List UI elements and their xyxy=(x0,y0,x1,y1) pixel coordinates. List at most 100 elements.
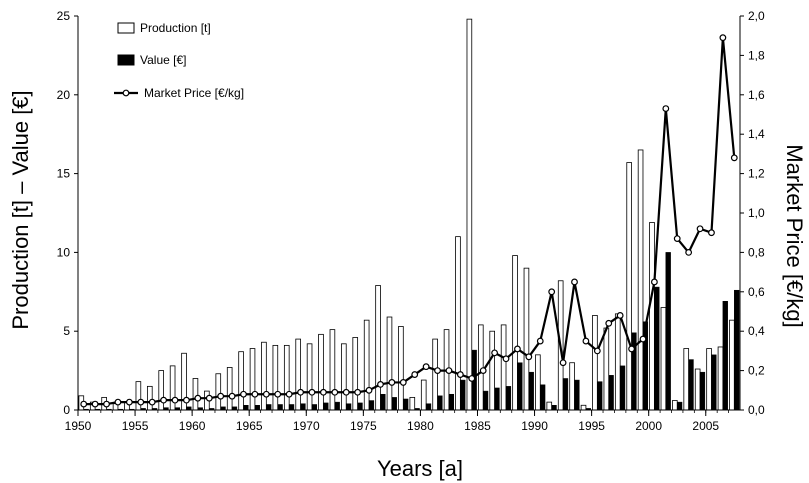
price-point xyxy=(171,396,179,404)
price-point xyxy=(708,229,715,237)
value-bar xyxy=(699,371,706,411)
value-bar xyxy=(688,359,694,411)
y-tick-label: 15 xyxy=(57,167,71,181)
production-bar xyxy=(283,344,290,411)
value-bar xyxy=(425,403,432,411)
y2-tick-label: 0,6 xyxy=(748,285,765,299)
legend-price-label: Market Price [€/kg] xyxy=(144,86,244,100)
x-tick-label: 1950 xyxy=(65,419,92,433)
value-bar xyxy=(403,398,409,411)
price-point xyxy=(616,312,624,319)
price-point xyxy=(205,394,213,402)
price-line xyxy=(83,36,736,406)
x-tick-label: 1990 xyxy=(521,419,548,433)
production-bar xyxy=(272,344,279,411)
legend: Production [t] Value [€] Market Price [€/k… xyxy=(114,21,244,100)
y2-tick-label: 1,6 xyxy=(748,88,765,102)
price-point xyxy=(320,388,327,396)
production-bar xyxy=(683,348,690,411)
legend-price-marker xyxy=(122,89,130,97)
price-point xyxy=(160,396,168,404)
production-bar xyxy=(603,327,610,411)
y-axis-title: Production [t] – Value [€] xyxy=(8,90,33,329)
production-bar xyxy=(409,396,416,411)
value-bar xyxy=(460,379,466,411)
production-bar xyxy=(546,401,553,411)
production-bar xyxy=(329,329,336,411)
price-point xyxy=(183,396,190,404)
price-point xyxy=(331,388,339,396)
x-tick-label: 1955 xyxy=(122,419,149,433)
price-point xyxy=(354,388,362,396)
price-point xyxy=(559,359,567,367)
y2-tick-label: 1,2 xyxy=(748,167,765,181)
value-bar xyxy=(540,384,546,411)
value-bar xyxy=(243,405,249,411)
price-point xyxy=(91,400,99,408)
price-point xyxy=(125,398,133,406)
legend-value-label: Value [€] xyxy=(140,53,186,67)
production-bar xyxy=(352,337,359,411)
y2-axis-title: Market Price [€/kg] xyxy=(782,144,807,327)
production-bar xyxy=(466,18,473,411)
price-point xyxy=(593,347,601,355)
production-bar xyxy=(717,346,724,411)
production-bar xyxy=(306,343,313,411)
price-point xyxy=(262,390,270,398)
y2-tick-label: 1,8 xyxy=(748,48,765,62)
production-bar xyxy=(706,348,712,411)
price-point xyxy=(399,379,407,386)
value-bar xyxy=(482,390,489,411)
value-bar xyxy=(254,405,260,411)
price-point xyxy=(536,337,544,345)
production-bar xyxy=(318,333,324,411)
price-point xyxy=(468,375,476,382)
price-point xyxy=(719,34,727,42)
x-tick-label: 1970 xyxy=(293,419,320,433)
production-bar xyxy=(614,313,621,411)
price-point xyxy=(114,398,122,406)
production-bar xyxy=(432,338,438,411)
production-bar xyxy=(580,404,587,411)
value-bar xyxy=(676,401,683,411)
value-bar xyxy=(722,301,728,411)
price-point xyxy=(639,335,647,343)
value-bar xyxy=(551,405,557,411)
value-bar xyxy=(597,381,603,411)
price-point xyxy=(228,392,236,400)
price-point xyxy=(479,367,487,375)
price-point xyxy=(571,278,578,286)
production-bar xyxy=(226,367,233,411)
price-point xyxy=(285,390,293,398)
y-tick-label: 10 xyxy=(57,245,71,259)
production-bar xyxy=(420,379,427,411)
price-point xyxy=(308,388,316,396)
x-axis-title: Years [a] xyxy=(377,456,463,481)
production-bar xyxy=(535,354,541,411)
production-bar xyxy=(249,348,256,411)
price-point xyxy=(137,398,145,406)
price-point xyxy=(388,379,396,386)
price-point xyxy=(365,386,373,394)
value-bar xyxy=(380,393,386,411)
production-bar xyxy=(694,368,701,411)
x-tick-label: 1975 xyxy=(350,419,377,433)
production-bar xyxy=(592,315,598,411)
value-bar xyxy=(311,404,318,411)
price-point xyxy=(274,390,282,398)
price-point xyxy=(217,392,225,400)
value-bar xyxy=(300,403,306,411)
price-point xyxy=(491,349,499,357)
production-bar xyxy=(261,341,267,411)
value-bar xyxy=(334,401,340,411)
value-bar xyxy=(345,403,352,411)
value-bar xyxy=(711,354,717,411)
x-tick-label: 1995 xyxy=(578,419,605,433)
y-tick-label: 5 xyxy=(63,324,70,338)
price-point xyxy=(422,363,430,371)
price-point xyxy=(377,380,384,388)
value-bar xyxy=(266,404,272,411)
production-bar xyxy=(386,316,393,411)
y2-tick-label: 2,0 xyxy=(748,9,765,23)
